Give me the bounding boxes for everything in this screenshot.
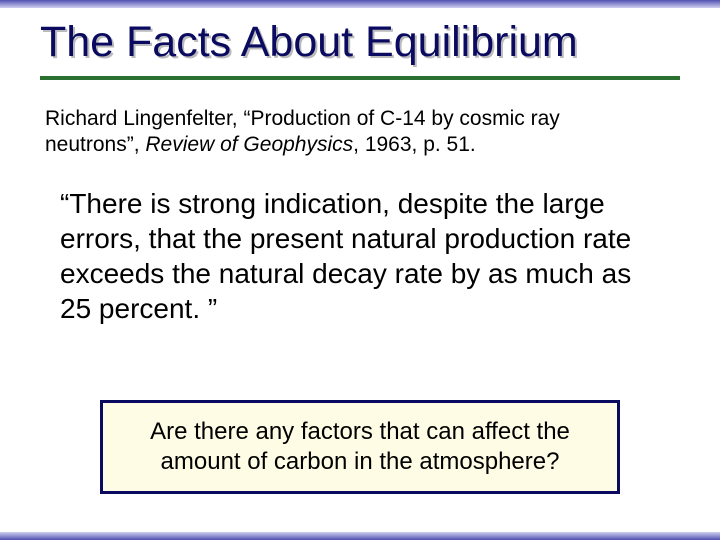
bottom-gradient-bar (0, 532, 720, 540)
title-underline (40, 76, 680, 80)
quote-text: “There is strong indication, despite the… (60, 186, 650, 326)
top-gradient-bar (0, 0, 720, 8)
citation-year-page: , 1963, p. 51. (353, 133, 476, 156)
question-text: Are there any factors that can affect th… (150, 418, 570, 475)
citation-journal: Review of Geophysics (145, 133, 353, 156)
question-box: Are there any factors that can affect th… (100, 400, 620, 494)
citation-author: Richard Lingenfelter, (45, 107, 243, 130)
page-title: The Facts About Equilibrium (40, 18, 680, 67)
citation-text: Richard Lingenfelter, “Production of C-1… (45, 106, 660, 159)
